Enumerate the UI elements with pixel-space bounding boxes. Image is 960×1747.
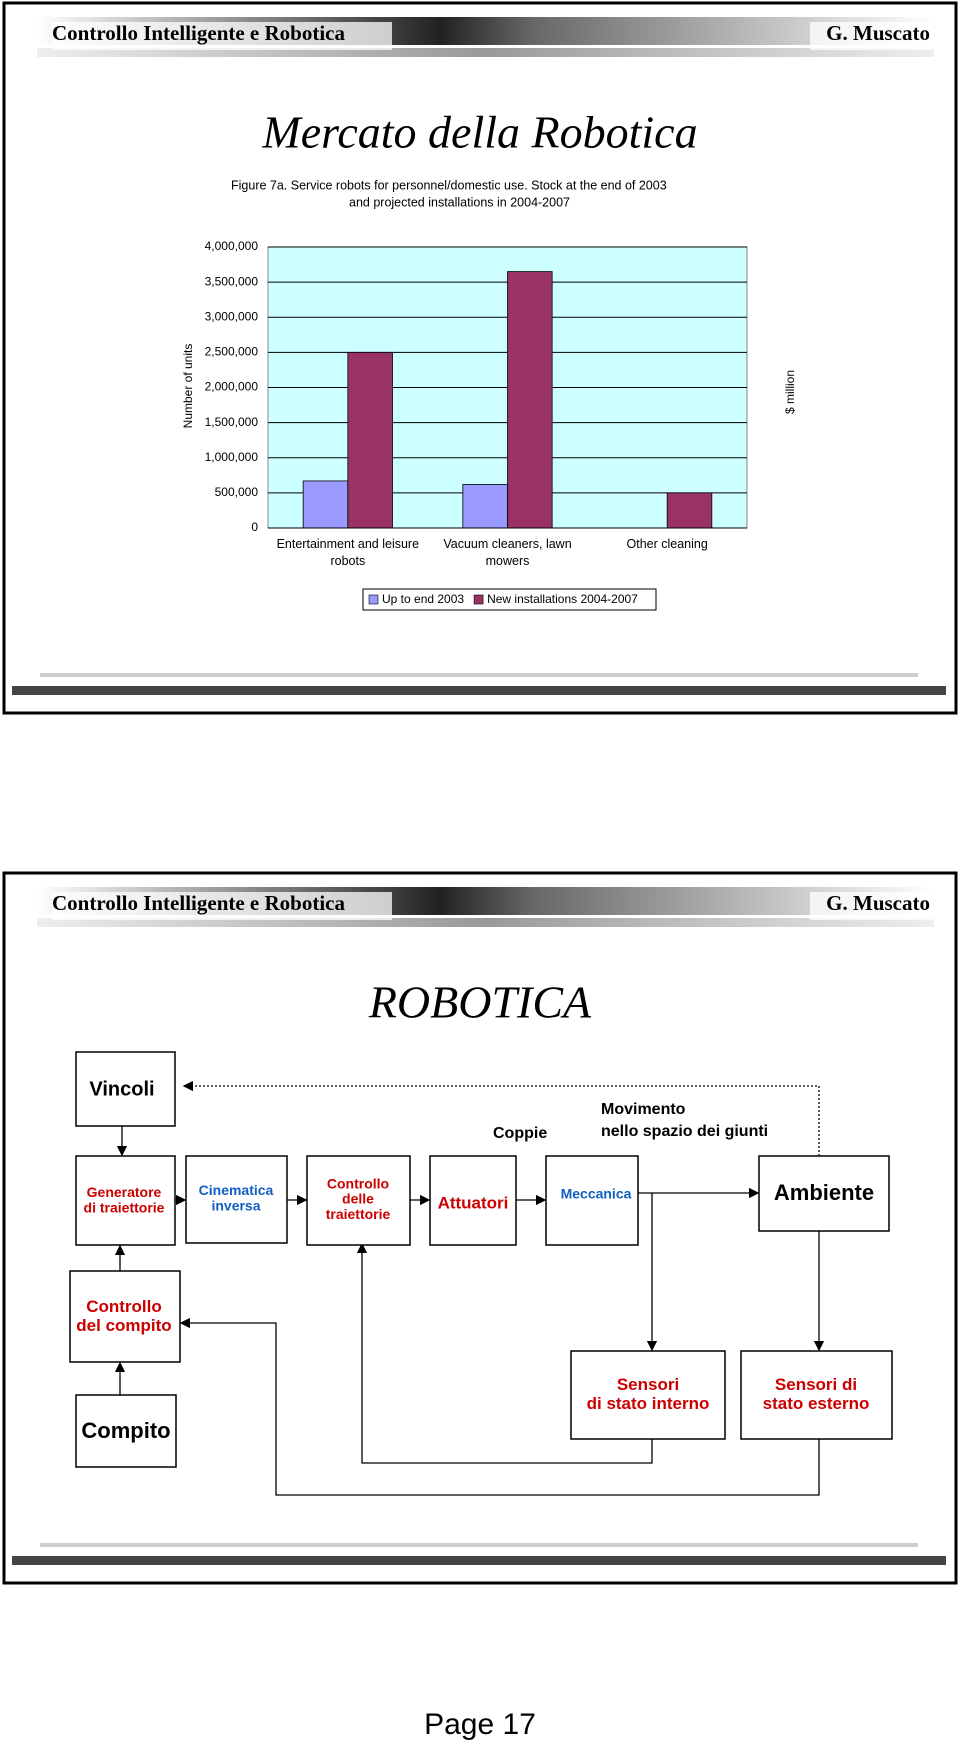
diagram-label: del compito [76,1316,171,1335]
y-tick-label: 4,000,000 [205,239,259,253]
diagram-label: di stato interno [587,1394,710,1413]
y-tick-label: 2,000,000 [205,380,259,394]
slide-title: Mercato della Robotica [261,107,697,158]
y-tick-label: 3,500,000 [205,274,259,288]
diagram-label: Sensori di [775,1375,857,1394]
header-right: G. Muscato [826,21,930,45]
diagram-label: Sensori [617,1375,679,1394]
x-tick-label-box: Other cleaning [626,537,708,551]
chart-title: and projected installations in 2004-2007 [349,195,570,209]
diagram-label: Controllo [86,1297,162,1316]
page-number: Page 17 [424,1708,536,1741]
diagram-label: Attuatori [438,1193,509,1212]
x-tick-label: Other cleaning [626,537,708,551]
legend-swatch [368,594,379,605]
diagram-label: Vincoli [89,1078,154,1100]
header-left: Controllo Intelligente e Robotica [52,21,345,45]
connector-label: nello spazio dei giunti [601,1123,768,1140]
diagram-label: Meccanica [561,1186,632,1202]
diagram-box [69,1270,181,1363]
y-axis-label: Number of units [181,344,195,429]
bar [347,351,393,529]
connector-label: Coppie [493,1125,547,1142]
y-tick-label: 500,000 [215,485,259,499]
diagram-label: Compito [81,1418,170,1443]
diagram-box [740,1350,893,1440]
y-tick-label: 0 [251,520,258,534]
legend-box [362,588,657,611]
y-tick-label: 1,500,000 [205,415,259,429]
diagram-label: delle [342,1191,374,1207]
diagram-label: traiettorie [326,1206,391,1222]
x-tick-label: Vacuum cleaners, lawn mowers [443,537,572,568]
diagram-label: Generatore [87,1184,162,1200]
header-right: G. Muscato [826,891,930,915]
diagram-box [75,1155,176,1246]
diagram-box [570,1350,726,1440]
x-tick-label-box: Entertainment and leisure robots [276,537,420,568]
diagram-label: Ambiente [774,1180,874,1205]
x-tick-label: Entertainment and leisure robots [276,537,420,568]
legend-label: New installations 2004-2007 [487,592,638,606]
bar [666,492,713,529]
diagram-label: Controllo [327,1175,389,1191]
y2-axis-label: $ million [783,370,797,414]
legend-swatch [473,594,484,605]
diagram-box [306,1155,411,1246]
x-tick-label-box: Vacuum cleaners, lawn mowers [443,537,572,568]
bar [302,480,349,529]
diagram-label: Cinematica [199,1182,274,1198]
connector-label: Movimento [601,1101,686,1118]
bar [462,484,508,529]
slide-frames [2,1,958,1585]
bar [507,271,553,529]
chart-title: Figure 7a. Service robots for personnel/… [231,178,667,192]
diagram-box [75,1394,177,1468]
diagram-box [545,1155,639,1246]
diagram-box [75,1051,176,1127]
legend-label: Up to end 2003 [382,592,464,606]
diagram-connectors [114,1080,825,1496]
diagram-box [429,1155,517,1246]
diagram-label: di traiettorie [84,1199,165,1215]
y-tick-label: 3,000,000 [205,309,259,323]
diagram-label: inversa [211,1197,260,1213]
diagram-box [185,1155,288,1244]
header-left: Controllo Intelligente e Robotica [52,891,345,915]
y-tick-label: 2,500,000 [205,345,259,359]
diagram-box [758,1155,890,1232]
slide-title: ROBOTICA [368,977,592,1028]
diagram-label: stato esterno [763,1394,870,1413]
y-tick-label: 1,000,000 [205,450,259,464]
